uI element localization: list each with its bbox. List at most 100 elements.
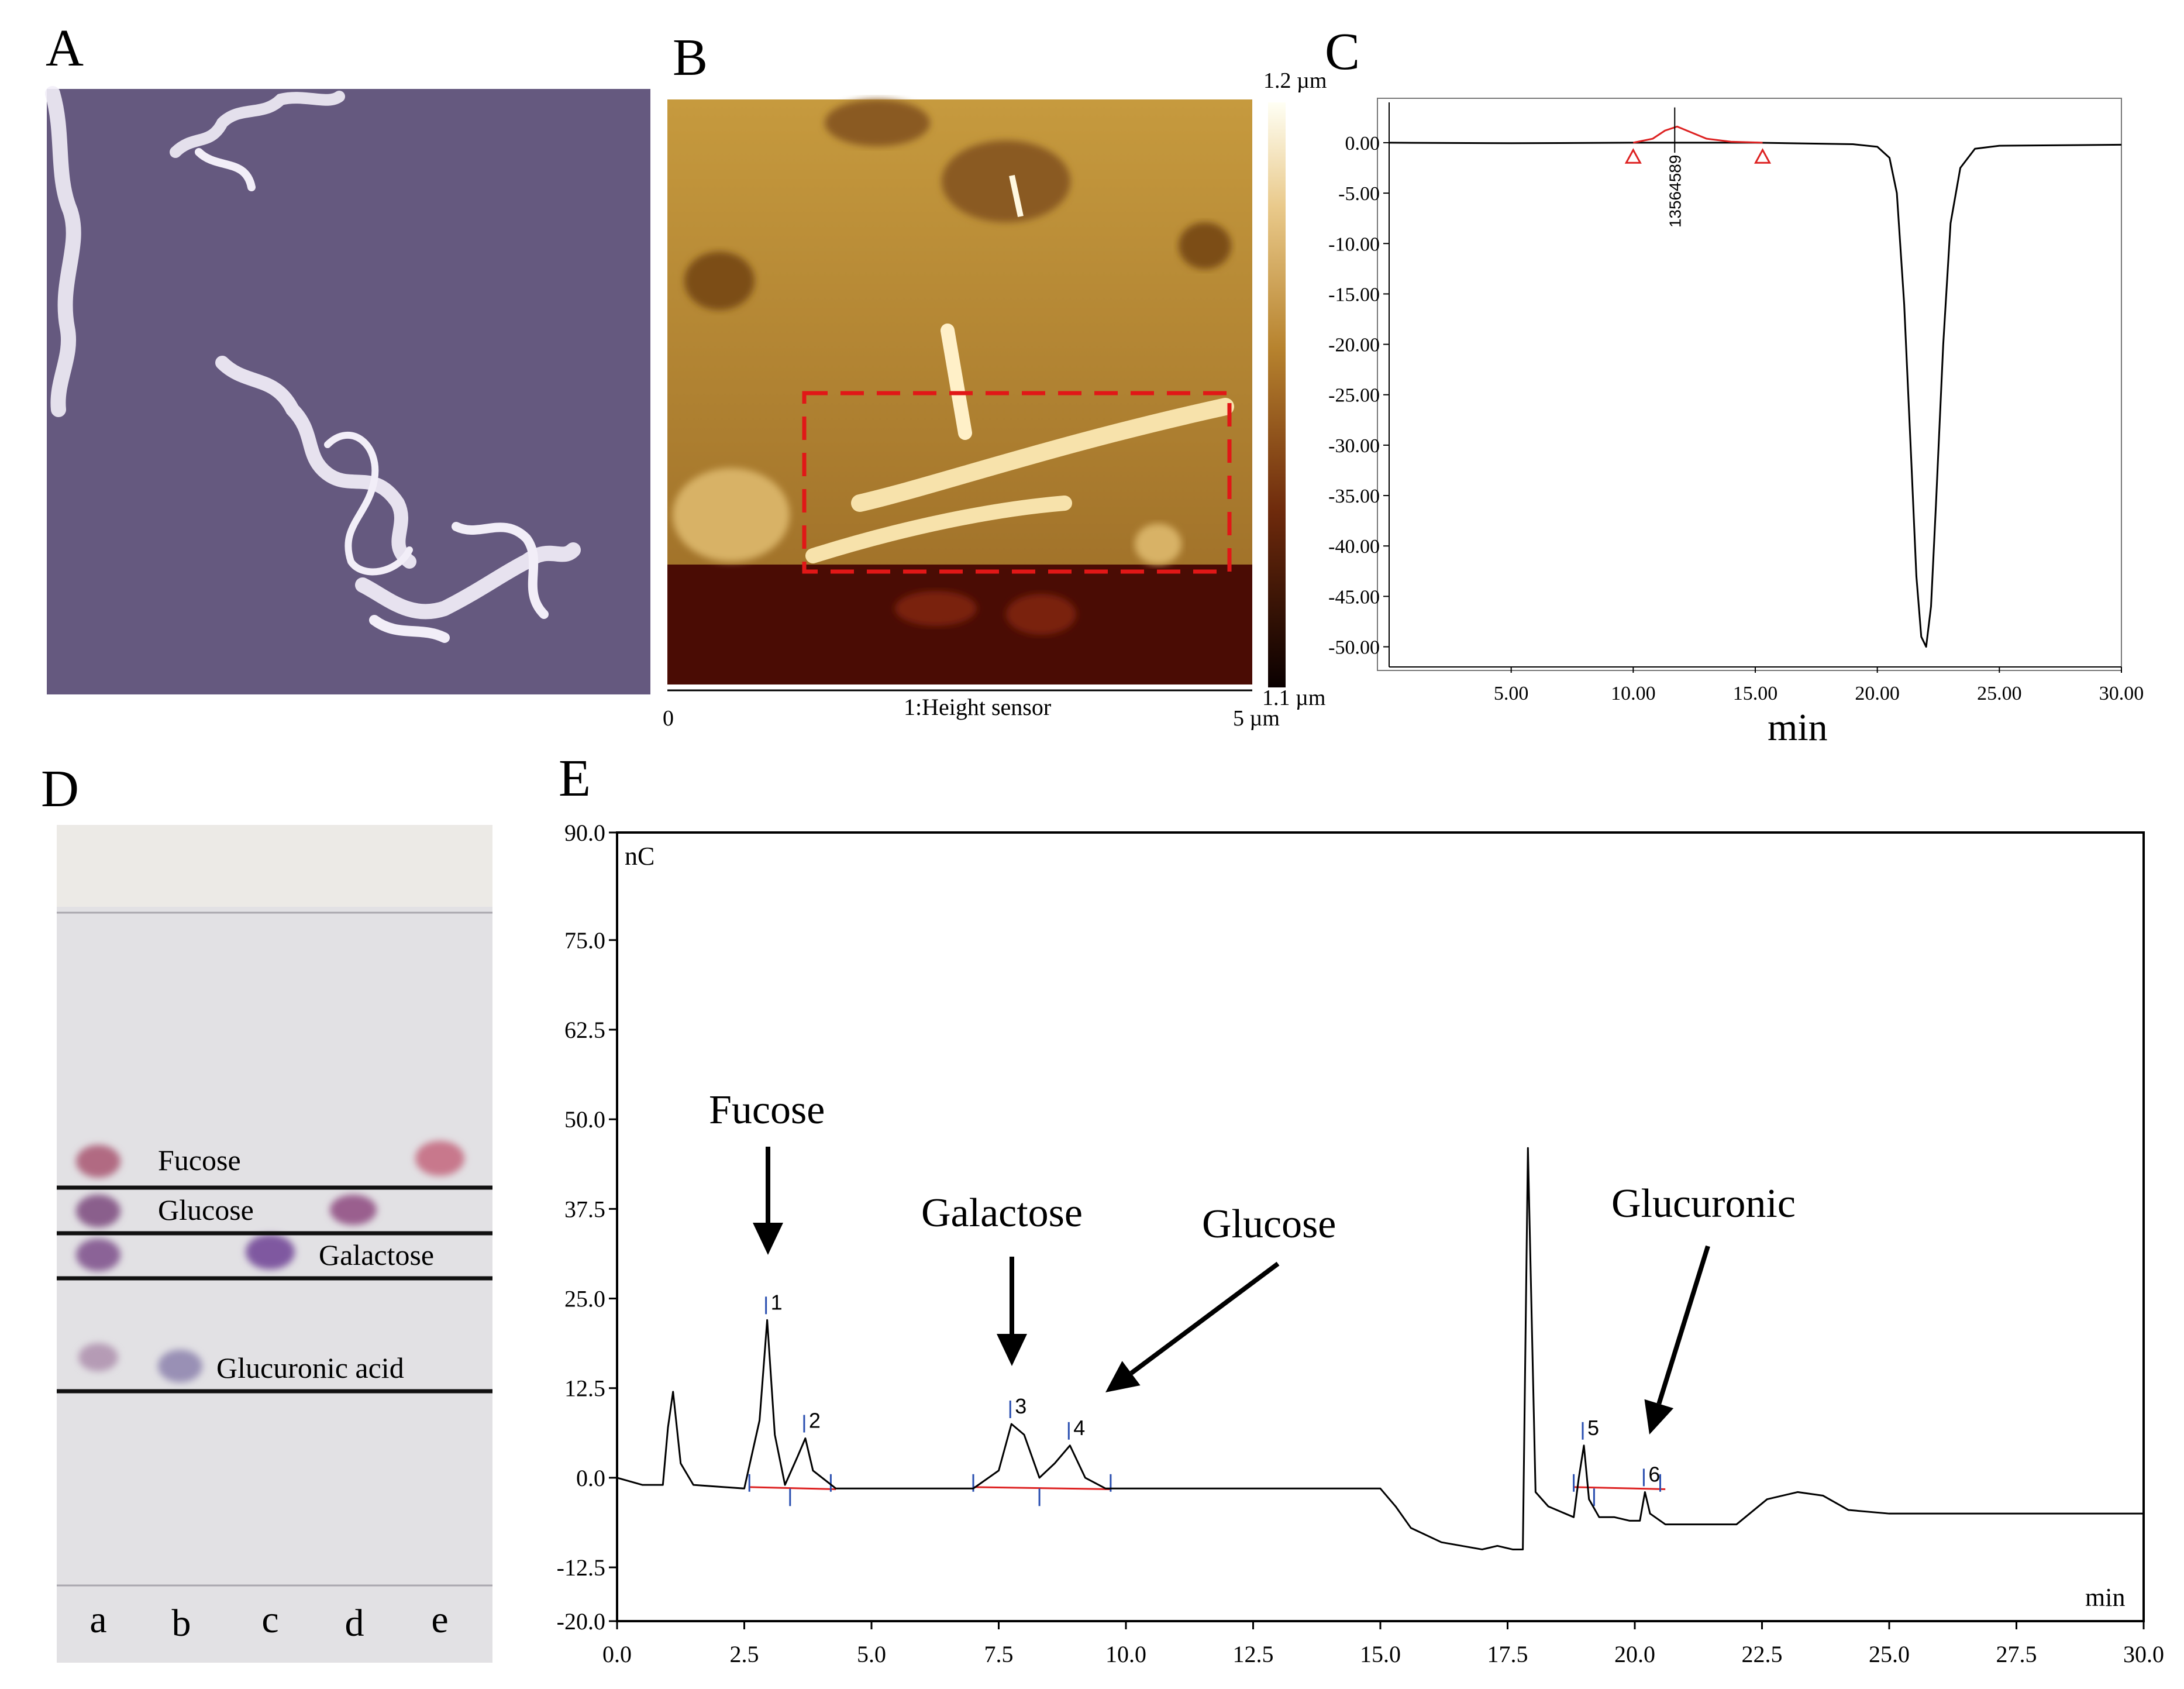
- band-label-galactose: Galactose: [319, 1239, 434, 1271]
- e-x-tick-label: 15.0: [1360, 1641, 1401, 1667]
- e-peak-number: 5: [1587, 1416, 1599, 1440]
- spot-d-glucose: [330, 1195, 377, 1225]
- spot-a-glucuronic: [78, 1343, 118, 1371]
- e-x-tick-label: 12.5: [1233, 1641, 1274, 1667]
- c-x-tick-label: 20.00: [1855, 683, 1900, 704]
- e-baseline: [749, 1486, 836, 1491]
- afm-axis-start: 0: [663, 706, 674, 731]
- band-label-fucose: Fucose: [158, 1144, 241, 1177]
- c-y-tick-label: -40.00: [1328, 536, 1380, 558]
- e-y-tick-label: 25.0: [564, 1286, 605, 1312]
- c-x-tick-label: 30.00: [2099, 683, 2144, 704]
- lane-label: e: [431, 1598, 448, 1641]
- c-y-tick-label: -30.00: [1328, 435, 1380, 457]
- panel-c-label: C: [1325, 23, 1360, 81]
- c-y-tick-label: -25.00: [1328, 385, 1380, 407]
- e-annotation-arrowhead: [1105, 1361, 1141, 1392]
- c-y-tick-label: -45.00: [1328, 586, 1380, 608]
- c-x-tick-label: 10.00: [1611, 683, 1656, 704]
- c-y-tick-label: -5.00: [1338, 183, 1380, 205]
- panel-b-label: B: [673, 29, 708, 87]
- lane-label: a: [89, 1598, 106, 1641]
- e-baseline: [973, 1486, 1111, 1491]
- c-x-tick-label: 25.00: [1977, 683, 2022, 704]
- sem-image: [47, 89, 650, 694]
- e-y-tick-label: 90.0: [564, 820, 605, 846]
- panel-c: C 0.00 -5.00 -10.00 -15.00 -20.00 -25.00 -30.0…: [1325, 23, 2144, 749]
- e-x-tick-label: 20.0: [1614, 1641, 1655, 1667]
- c-fit-line: [1633, 125, 1763, 144]
- region-of-interest-box: [802, 391, 1232, 574]
- e-y-tick-label: 50.0: [564, 1106, 605, 1133]
- e-x-tick-label: 0.0: [602, 1641, 632, 1667]
- e-x-tick-label: 10.0: [1105, 1641, 1146, 1667]
- afm-dark-substrate: [667, 565, 1252, 684]
- e-annotation-arrowhead: [1644, 1399, 1674, 1435]
- chromatogram-e-frame: [616, 831, 2145, 1622]
- panel-e-label: E: [559, 749, 591, 807]
- c-integration-marker: [1754, 148, 1772, 164]
- e-y-tick-label: -20.0: [557, 1608, 605, 1635]
- lane-label: c: [261, 1598, 278, 1641]
- e-y-tick-label: 75.0: [564, 927, 605, 954]
- e-annotation-arrowhead: [753, 1223, 783, 1255]
- e-peak-annotation: Fucose: [709, 1088, 825, 1133]
- e-y-tick-label: 62.5: [564, 1017, 605, 1043]
- e-x-tick-label: 17.5: [1487, 1641, 1528, 1667]
- c-y-tick-label: -20.00: [1328, 335, 1380, 356]
- e-peak-annotation: Glucose: [1202, 1202, 1336, 1247]
- e-y-tick-label: -12.5: [557, 1554, 605, 1581]
- height-color-scale: [1268, 102, 1286, 687]
- tlc-spots: [76, 1141, 464, 1382]
- lane-label: d: [345, 1602, 364, 1645]
- chromatogram-e-plot: 1 2 3 4 5 6: [616, 1147, 2144, 1550]
- e-y-tick-label: 12.5: [564, 1375, 605, 1402]
- scale-max-label: 1.2 µm: [1263, 68, 1327, 93]
- c-x-tick-label: 15.00: [1733, 683, 1778, 704]
- lane-label: b: [172, 1602, 191, 1645]
- c-y-tick-label: 0.00: [1345, 133, 1380, 154]
- c-peak-annotation: 13564589: [1666, 155, 1684, 228]
- spot-a-glucose: [76, 1195, 120, 1227]
- c-y-tick-label: -35.00: [1328, 486, 1380, 507]
- c-y-tick-label: -50.00: [1328, 637, 1380, 659]
- e-x-tick-label: 30.0: [2123, 1641, 2164, 1667]
- e-peak-annotation: Galactose: [921, 1191, 1083, 1236]
- e-peak-number: 2: [809, 1409, 821, 1433]
- afm-channel-label: 1:Height sensor: [904, 694, 1051, 720]
- chromatogram-e-axes: 90.075.062.550.037.525.012.50.0-12.5-20.…: [557, 820, 2164, 1667]
- spot-c-galactose: [246, 1234, 295, 1270]
- tlc-band-labels: Fucose Glucose Galactose Glucuronic acid: [158, 1144, 434, 1384]
- band-label-glucuronic-acid: Glucuronic acid: [216, 1351, 404, 1384]
- c-signal-line: [1389, 142, 2122, 648]
- e-baseline: [1573, 1486, 1666, 1491]
- band-label-glucose: Glucose: [158, 1193, 254, 1226]
- c-y-tick-label: -15.00: [1328, 284, 1380, 305]
- chromatogram-c-axes: 0.00 -5.00 -10.00 -15.00 -20.00 -25.00 -30.00 -…: [1328, 102, 2144, 704]
- e-x-tick-label: 5.0: [857, 1641, 886, 1667]
- spot-a-fucose: [76, 1145, 120, 1178]
- chromatogram-c-frame: [1377, 98, 2122, 671]
- e-annotation-arrow: [1129, 1261, 1280, 1375]
- panel-a: A: [45, 19, 650, 694]
- spot-a-galactose: [76, 1239, 120, 1271]
- panel-d: D Fucose Glucose Galactose Glucuronic ac…: [41, 760, 492, 1663]
- e-annotation-arrow: [1656, 1245, 1710, 1405]
- e-x-tick-label: 25.0: [1869, 1641, 1910, 1667]
- afm-surface-features: [673, 99, 1234, 635]
- e-peak-number: 1: [771, 1290, 783, 1314]
- c-x-tick-label: 5.00: [1494, 683, 1529, 704]
- chromatogram-e-y-unit: nC: [625, 842, 654, 871]
- e-x-tick-label: 27.5: [1996, 1641, 2037, 1667]
- tlc-lane-labels: a b c d e: [89, 1598, 448, 1645]
- panel-e: E nC min 90.075.062.550.037.525.012.50.0…: [557, 749, 2164, 1667]
- chromatogram-c-plot: 13564589: [1389, 107, 2122, 648]
- c-y-tick-label: -10.00: [1328, 233, 1380, 255]
- e-signal-line: [616, 1147, 2144, 1550]
- e-peak-annotation: Glucuronic: [1611, 1181, 1796, 1226]
- spot-b-glucuronic: [158, 1350, 202, 1382]
- afm-axis-end: 5 µm: [1233, 706, 1280, 731]
- panel-d-label: D: [41, 760, 79, 818]
- e-x-tick-label: 22.5: [1742, 1641, 1783, 1667]
